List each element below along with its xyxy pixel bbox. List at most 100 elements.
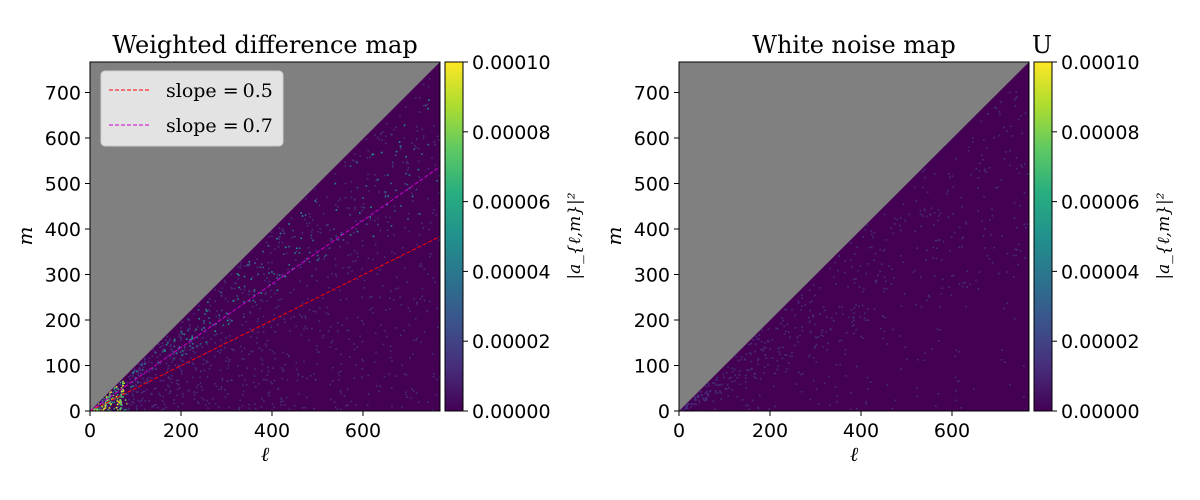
heatmap-cell <box>120 387 123 389</box>
heatmap-cell <box>412 353 414 355</box>
heatmap-cell <box>735 355 737 358</box>
heatmap-cell <box>331 340 334 342</box>
heatmap-cell <box>923 168 926 171</box>
heatmap-cell <box>928 296 931 298</box>
heatmap-cell <box>306 298 309 300</box>
heatmap-cell <box>890 283 893 285</box>
heatmap-cell <box>409 310 411 312</box>
heatmap-cell <box>134 369 137 372</box>
heatmap-cell <box>203 320 205 322</box>
heatmap-cell <box>707 394 709 397</box>
heatmap-cell <box>215 322 217 325</box>
heatmap-cell <box>865 401 867 403</box>
heatmap-cell <box>243 313 245 315</box>
heatmap-cell <box>284 363 286 366</box>
heatmap-cell <box>148 376 151 379</box>
heatmap-cell <box>240 288 242 290</box>
heatmap-cell <box>236 295 238 297</box>
heatmap-cell <box>359 155 361 157</box>
heatmap-cell <box>788 362 790 364</box>
heatmap-cell <box>262 326 264 328</box>
heatmap-cell <box>159 353 161 356</box>
heatmap-cell <box>203 398 205 401</box>
heatmap-cell <box>767 364 769 366</box>
heatmap-cell <box>866 376 869 379</box>
heatmap-cell <box>297 373 299 375</box>
heatmap-cell <box>747 369 750 371</box>
heatmap-cell <box>155 403 157 406</box>
heatmap-cell <box>390 133 393 136</box>
heatmap-cell <box>353 343 355 345</box>
heatmap-cell <box>745 353 748 355</box>
heatmap-cell <box>164 389 167 391</box>
heatmap-cell <box>300 263 302 266</box>
heatmap-cell <box>309 375 312 377</box>
heatmap-cell <box>853 323 855 326</box>
heatmap-cell <box>393 299 395 301</box>
heatmap-cell <box>371 296 373 298</box>
heatmap-cell <box>938 215 940 217</box>
heatmap-cell <box>915 200 918 202</box>
heatmap-cell <box>271 403 274 405</box>
heatmap-cell <box>252 381 255 384</box>
heatmap-cell <box>438 192 440 194</box>
heatmap-cell <box>417 213 420 215</box>
heatmap-cell <box>260 357 262 360</box>
heatmap-cell <box>350 253 352 256</box>
x-axis: 0 200 400 600 ℓ <box>84 411 381 466</box>
heatmap-cell <box>264 343 267 345</box>
heatmap-cell <box>864 312 866 315</box>
heatmap-cell <box>99 409 102 411</box>
heatmap-cell <box>1021 166 1024 168</box>
heatmap-cell <box>253 289 256 291</box>
heatmap-cell <box>862 236 864 238</box>
heatmap-cell <box>1019 250 1022 252</box>
heatmap-cell <box>427 273 429 275</box>
heatmap-cell <box>888 265 890 267</box>
heatmap-cell <box>243 285 246 288</box>
heatmap-cell <box>753 372 755 375</box>
heatmap-cell <box>838 306 841 308</box>
heatmap-cell <box>384 194 387 196</box>
heatmap-cell <box>105 404 107 407</box>
heatmap-cell <box>119 408 121 410</box>
heatmap-cell <box>838 254 840 257</box>
heatmap-cell <box>234 282 237 285</box>
colorbar-tick-label: 0.00002 <box>1061 331 1140 353</box>
heatmap-cell <box>378 191 380 193</box>
heatmap-cell <box>812 284 815 286</box>
heatmap-cell <box>975 279 977 282</box>
heatmap-cell <box>922 170 924 173</box>
heatmap-cell <box>335 348 337 350</box>
heatmap-cell <box>122 380 124 383</box>
heatmap-cell <box>350 400 353 403</box>
heatmap-cell <box>282 400 284 403</box>
heatmap-cell <box>690 406 692 408</box>
heatmap-cell <box>150 392 152 395</box>
heatmap-cell <box>348 338 350 341</box>
heatmap-cell <box>715 384 717 386</box>
heatmap-cell <box>853 319 855 322</box>
heatmap-cell <box>136 382 139 384</box>
heatmap-cell <box>181 402 184 405</box>
heatmap-cell <box>991 262 994 264</box>
heatmap-cell <box>1023 192 1026 194</box>
heatmap-cell <box>731 367 733 370</box>
heatmap-cell <box>225 337 227 339</box>
heatmap-cell <box>751 367 753 370</box>
heatmap-cell <box>288 223 290 225</box>
heatmap-cell <box>101 407 104 410</box>
heatmap-cell <box>132 371 134 374</box>
heatmap-cell <box>219 351 221 354</box>
heatmap-cell <box>785 309 788 311</box>
heatmap-cell <box>882 290 885 293</box>
heatmap-cell <box>255 304 258 306</box>
heatmap-cell <box>432 277 434 279</box>
heatmap-cell <box>151 377 153 379</box>
heatmap-cell <box>205 362 208 364</box>
heatmap-cell <box>330 239 332 242</box>
heatmap-cell <box>354 259 357 262</box>
heatmap-cell <box>286 353 288 355</box>
colorbar-tick-label: 0.00000 <box>472 401 551 423</box>
heatmap-cell <box>814 346 816 348</box>
